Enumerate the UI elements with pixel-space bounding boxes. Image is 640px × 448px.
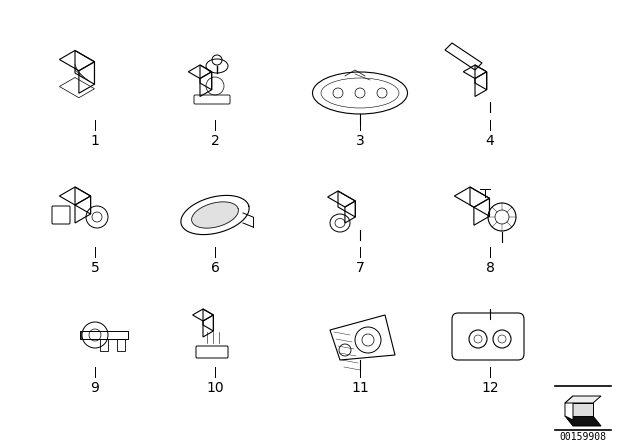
Text: 2: 2 [211,134,220,148]
Text: 3: 3 [356,134,364,148]
Text: 7: 7 [356,261,364,275]
Text: 11: 11 [351,381,369,395]
Polygon shape [565,403,593,416]
Bar [100,339,108,351]
Text: 5: 5 [91,261,99,275]
Text: 1: 1 [91,134,99,148]
Bar [80,331,128,339]
Text: 10: 10 [206,381,224,395]
Text: 12: 12 [481,381,499,395]
Bar [117,339,125,351]
Polygon shape [565,416,601,426]
Text: 6: 6 [211,261,220,275]
Text: 8: 8 [486,261,495,275]
Polygon shape [191,202,238,228]
Text: 4: 4 [486,134,494,148]
Text: 00159908: 00159908 [559,432,607,442]
Polygon shape [565,396,601,403]
Text: 9: 9 [91,381,99,395]
Polygon shape [565,396,573,420]
